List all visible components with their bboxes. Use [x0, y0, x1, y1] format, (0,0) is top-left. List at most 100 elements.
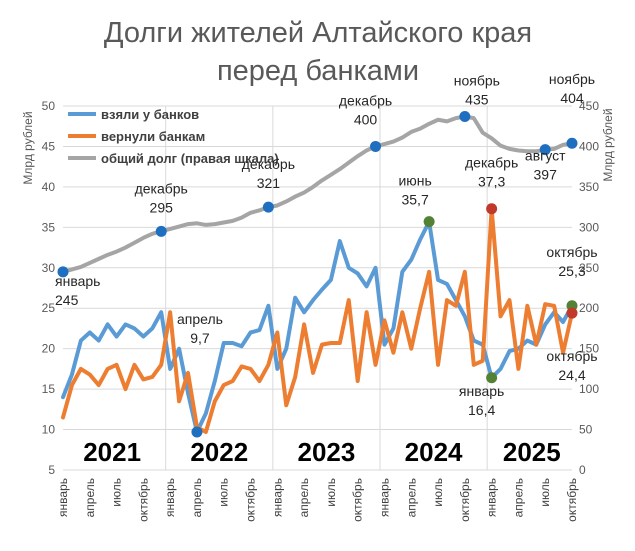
x-tick-label: июль: [324, 478, 338, 507]
y-tick-right: 400: [579, 139, 599, 153]
annotation-label: август: [525, 148, 566, 164]
annotation-label: октябрь: [546, 244, 597, 260]
annotation-label: 295: [150, 199, 174, 215]
x-tick-label: октябрь: [458, 478, 472, 522]
annotation-marker: [191, 426, 203, 438]
chart-title-line-2: перед банками: [217, 55, 419, 87]
annotation-label: 9,7: [190, 330, 210, 346]
legend-label: взяли у банков: [101, 107, 199, 122]
y-axis-left: 5 10 15 20 25 30 35 40 45 50: [42, 99, 56, 477]
y-tick-left: 45: [42, 139, 56, 153]
series-lines: [61, 114, 574, 434]
annotation-label: 397: [534, 167, 558, 183]
annotation-label: июнь: [398, 173, 431, 189]
x-tick-label: январь: [485, 478, 499, 517]
y-tick-right: 50: [579, 423, 593, 437]
x-tick-label: апрель: [83, 478, 97, 517]
x-tick-label: июль: [538, 478, 552, 507]
annotation-label: 245: [55, 292, 79, 308]
year-label: 2021: [83, 437, 141, 467]
y-tick-left: 40: [42, 180, 56, 194]
legend-label: общий долг (правая шкала): [101, 151, 279, 166]
y-axis-left-title: Млрд рублей: [21, 111, 35, 184]
year-label: 2024: [405, 437, 463, 467]
x-tick-label: октябрь: [565, 478, 579, 522]
annotation-marker: [423, 216, 435, 228]
y-tick-right: 200: [579, 301, 599, 315]
x-tick-label: апрель: [404, 478, 418, 517]
annotation-label: 37,3: [478, 174, 505, 190]
annotation-marker: [262, 201, 274, 213]
annotation-label: декабрь: [465, 155, 518, 171]
y-axis-right-title: Млрд рублей: [601, 108, 615, 181]
y-tick-left: 5: [48, 463, 55, 477]
series-line: [61, 114, 574, 274]
y-tick-right: 0: [579, 463, 586, 477]
x-tick-label: апрель: [190, 478, 204, 517]
legend-label: вернули банкам: [101, 129, 205, 144]
x-tick-label: июль: [431, 478, 445, 507]
y-tick-left: 20: [42, 342, 56, 356]
annotation-marker: [370, 140, 382, 152]
annotation-label: декабрь: [339, 92, 392, 108]
legend: взяли у банков вернули банкам общий долг (…: [68, 107, 279, 166]
x-tick-label: июль: [217, 478, 231, 507]
annotation-label: 321: [257, 175, 281, 191]
y-tick-right: 300: [579, 220, 599, 234]
annotation-label: 400: [354, 111, 378, 127]
y-tick-left: 30: [42, 261, 56, 275]
annotation-label: 24,4: [558, 367, 585, 383]
annotation-label: 25,3: [558, 263, 585, 279]
x-tick-label: апрель: [297, 478, 311, 517]
x-tick-label: январь: [270, 478, 284, 517]
series-line: [61, 219, 574, 434]
annotation-label: 16,4: [468, 402, 495, 418]
x-tick-label: апрель: [511, 478, 525, 517]
chart-title-line-1: Долги жителей Алтайского края: [104, 17, 532, 49]
annotation-label: декабрь: [242, 156, 295, 172]
annotation-marker: [539, 144, 551, 156]
x-tick-label: октябрь: [244, 478, 258, 522]
x-tick-label: январь: [56, 478, 70, 517]
annotation-label: ноябрь: [454, 73, 500, 89]
annotation-label: декабрь: [135, 180, 188, 196]
annotation-label: январь: [55, 273, 100, 289]
y-tick-right: 150: [579, 342, 599, 356]
annotation-marker: [486, 372, 498, 384]
annotation-marker: [566, 137, 578, 149]
x-tick-label: октябрь: [136, 478, 150, 522]
y-tick-left: 35: [42, 220, 56, 234]
annotation-label: январь: [459, 383, 504, 399]
annotation-label: ноябрь: [549, 71, 595, 87]
year-label: 2025: [503, 437, 561, 467]
x-axis: январь апрель июль октябрь январь апрель июль о…: [56, 478, 579, 522]
annotations: январь 245 декабрь 295 декабрь 321 декабрь 400 н…: [55, 71, 598, 438]
y-tick-left: 25: [42, 301, 56, 315]
y-tick-left: 50: [42, 99, 56, 113]
annotation-label: октябрь: [546, 348, 597, 364]
y-tick-right: 350: [579, 180, 599, 194]
year-label: 2022: [190, 437, 248, 467]
x-tick-label: январь: [377, 478, 391, 517]
annotation-marker: [486, 203, 498, 215]
annotation-marker: [155, 225, 167, 237]
annotation-label: 35,7: [401, 192, 428, 208]
x-tick-label: октябрь: [351, 478, 365, 522]
y-axis-right: 0 50 100 150 200 250 300 350 400 450: [579, 99, 599, 477]
annotation-label: 404: [560, 90, 584, 106]
annotation-label: апрель: [177, 311, 223, 327]
y-tick-left: 10: [42, 423, 56, 437]
series-line: [61, 206, 574, 434]
annotation-marker: [57, 266, 69, 278]
y-tick-right: 250: [579, 261, 599, 275]
annotation-marker: [566, 307, 578, 319]
x-tick-label: январь: [163, 478, 177, 517]
annotation-marker: [459, 111, 471, 123]
y-tick-left: 15: [42, 382, 56, 396]
y-tick-right: 450: [579, 99, 599, 113]
year-labels: 2021 2022 2023 2024 2025: [83, 437, 561, 467]
year-label: 2023: [298, 437, 356, 467]
y-tick-right: 100: [579, 382, 599, 396]
x-tick-label: июль: [110, 478, 124, 507]
